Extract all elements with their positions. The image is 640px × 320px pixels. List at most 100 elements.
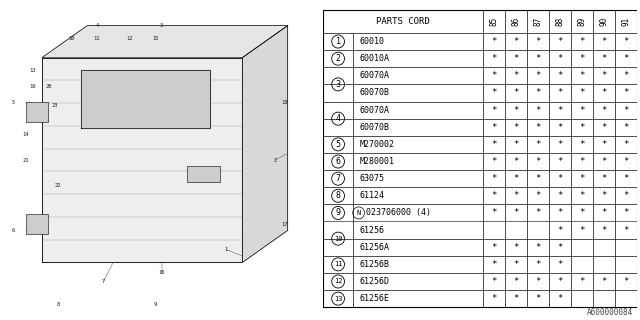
Bar <box>505 136 527 153</box>
Bar <box>527 256 549 273</box>
Bar <box>527 187 549 204</box>
Bar <box>593 204 615 221</box>
Text: *: * <box>557 71 563 80</box>
Bar <box>571 290 593 307</box>
Bar <box>483 10 505 33</box>
Text: *: * <box>492 174 497 183</box>
Text: *: * <box>557 191 563 200</box>
Bar <box>593 84 615 101</box>
Bar <box>323 50 353 67</box>
Bar <box>571 33 593 50</box>
Text: 9: 9 <box>154 301 157 307</box>
Bar <box>527 67 549 84</box>
Text: *: * <box>623 106 628 115</box>
Bar <box>353 204 483 221</box>
Bar <box>527 119 549 136</box>
Text: *: * <box>601 140 607 149</box>
Text: *: * <box>535 208 541 217</box>
Text: M270002: M270002 <box>360 140 395 149</box>
Bar <box>593 170 615 187</box>
Text: *: * <box>535 71 541 80</box>
Text: *: * <box>579 157 584 166</box>
Bar <box>483 136 505 153</box>
Bar <box>571 256 593 273</box>
Text: *: * <box>513 123 519 132</box>
Text: *: * <box>557 54 563 63</box>
Text: 10: 10 <box>68 36 74 41</box>
Text: 8: 8 <box>56 301 60 307</box>
Bar <box>353 187 483 204</box>
Text: 90: 90 <box>600 17 609 26</box>
Text: 1: 1 <box>225 247 228 252</box>
Text: 85: 85 <box>490 17 499 26</box>
Bar <box>571 170 593 187</box>
Bar <box>527 153 549 170</box>
Text: 89: 89 <box>577 17 586 26</box>
Bar <box>505 170 527 187</box>
Bar <box>505 67 527 84</box>
Text: 8: 8 <box>335 191 340 200</box>
Bar <box>615 170 637 187</box>
Bar <box>353 50 483 67</box>
Bar <box>615 33 637 50</box>
Bar <box>527 101 549 119</box>
Bar <box>483 273 505 290</box>
Text: 2: 2 <box>335 54 340 63</box>
Bar <box>505 273 527 290</box>
Bar <box>483 187 505 204</box>
Bar <box>615 153 637 170</box>
Polygon shape <box>42 26 287 58</box>
Bar <box>353 221 483 239</box>
Bar <box>593 273 615 290</box>
Bar <box>483 33 505 50</box>
Text: *: * <box>513 191 519 200</box>
Text: 61256D: 61256D <box>360 277 390 286</box>
Text: *: * <box>623 208 628 217</box>
Text: PARTS CORD: PARTS CORD <box>376 17 430 26</box>
Bar <box>615 239 637 256</box>
Bar <box>483 153 505 170</box>
Bar <box>593 136 615 153</box>
Bar <box>505 50 527 67</box>
Polygon shape <box>81 70 210 128</box>
Text: *: * <box>623 88 628 98</box>
Bar <box>323 153 353 170</box>
Bar <box>593 256 615 273</box>
Text: M280001: M280001 <box>360 157 395 166</box>
Text: *: * <box>623 140 628 149</box>
Bar <box>323 101 353 119</box>
Text: *: * <box>579 140 584 149</box>
Text: 7: 7 <box>335 174 340 183</box>
Bar <box>323 256 353 273</box>
Bar <box>549 50 571 67</box>
Text: 5: 5 <box>335 140 340 149</box>
Bar <box>483 101 505 119</box>
Bar <box>527 10 549 33</box>
Text: *: * <box>535 157 541 166</box>
Bar <box>505 256 527 273</box>
Bar <box>549 153 571 170</box>
Bar <box>549 170 571 187</box>
Text: 7: 7 <box>102 279 105 284</box>
Text: *: * <box>579 191 584 200</box>
Text: 6: 6 <box>335 157 340 166</box>
Bar <box>615 204 637 221</box>
Bar <box>353 33 483 50</box>
Text: *: * <box>623 54 628 63</box>
Text: *: * <box>557 157 563 166</box>
Bar <box>593 10 615 33</box>
Bar <box>549 204 571 221</box>
Text: 19: 19 <box>29 84 36 89</box>
Bar <box>527 84 549 101</box>
Text: *: * <box>601 226 607 235</box>
Text: *: * <box>513 243 519 252</box>
Bar <box>483 84 505 101</box>
Bar <box>549 136 571 153</box>
Text: *: * <box>623 191 628 200</box>
Text: *: * <box>513 157 519 166</box>
Text: 61256: 61256 <box>360 226 385 235</box>
Text: *: * <box>513 260 519 269</box>
Text: *: * <box>492 243 497 252</box>
Bar <box>353 101 483 119</box>
Text: *: * <box>601 123 607 132</box>
